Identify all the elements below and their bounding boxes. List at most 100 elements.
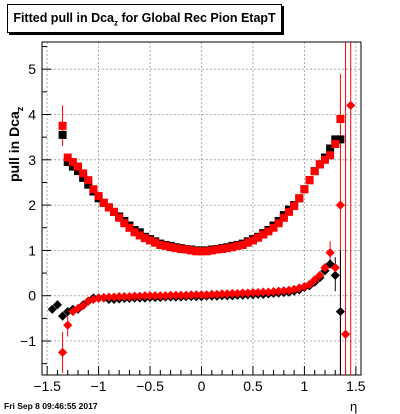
width-marker xyxy=(94,192,103,201)
width-marker xyxy=(130,228,139,237)
mean-marker xyxy=(155,291,165,301)
width-marker xyxy=(63,153,72,162)
width-marker xyxy=(79,173,88,182)
width-marker xyxy=(110,207,119,216)
x-tick-label: 0.5 xyxy=(243,378,263,394)
mean-marker xyxy=(330,263,340,273)
mean-marker xyxy=(315,270,325,280)
width-marker xyxy=(192,247,201,256)
mean-marker xyxy=(222,289,232,299)
width-marker xyxy=(223,244,232,253)
width-marker xyxy=(326,144,335,153)
mean-marker xyxy=(325,248,335,258)
x-tick-label: −0.5 xyxy=(136,378,164,394)
x-axis-label: η xyxy=(350,399,358,414)
width-marker xyxy=(290,202,299,211)
width-marker xyxy=(259,230,268,239)
mean-marker xyxy=(135,291,145,301)
width-marker xyxy=(274,219,283,228)
mean-marker xyxy=(63,306,73,317)
mean-marker xyxy=(109,292,119,302)
mean-marker xyxy=(279,286,289,296)
mean-marker xyxy=(248,287,258,298)
mean-marker xyxy=(93,293,104,304)
mean-marker xyxy=(114,292,124,302)
mean-marker xyxy=(57,347,68,357)
chart-title: Fitted pull in Dcaz for Global Rec Pion … xyxy=(8,11,281,28)
width-marker xyxy=(310,167,319,176)
width-marker xyxy=(207,246,216,255)
mean-marker xyxy=(104,292,114,302)
chart-title-box: Fitted pull in Dcaz for Global Rec Pion … xyxy=(7,4,282,33)
mean-marker xyxy=(289,284,299,294)
y-tick-label: 0 xyxy=(28,288,36,304)
width-marker xyxy=(140,234,149,243)
width-marker xyxy=(104,203,113,212)
width-marker xyxy=(218,245,227,254)
width-marker xyxy=(326,151,335,160)
mean-marker xyxy=(99,292,109,303)
width-marker xyxy=(331,139,340,148)
mean-marker xyxy=(335,306,346,317)
mean-marker xyxy=(217,289,227,299)
width-marker xyxy=(58,130,67,139)
mean-marker xyxy=(119,292,129,302)
width-marker xyxy=(228,243,237,252)
mean-marker xyxy=(47,304,57,314)
width-marker xyxy=(79,169,88,178)
mean-marker xyxy=(57,311,68,321)
width-marker xyxy=(320,155,329,164)
width-marker xyxy=(120,219,129,228)
mean-marker xyxy=(166,290,176,300)
width-marker xyxy=(300,185,309,194)
width-marker xyxy=(125,223,134,232)
mean-marker xyxy=(304,279,315,289)
width-marker xyxy=(176,245,185,254)
mean-marker xyxy=(212,289,222,299)
width-marker xyxy=(182,245,191,254)
width-marker xyxy=(243,238,252,247)
y-tick-label: 1 xyxy=(28,242,36,258)
mean-marker xyxy=(196,290,207,300)
width-marker xyxy=(74,162,83,171)
width-marker xyxy=(248,236,257,245)
width-marker xyxy=(269,223,278,232)
width-marker xyxy=(336,135,345,144)
mean-marker xyxy=(284,285,294,295)
y-tick-label: 3 xyxy=(28,152,36,168)
mean-marker xyxy=(310,275,320,285)
mean-marker xyxy=(130,291,140,301)
width-marker xyxy=(212,245,221,254)
width-marker xyxy=(264,227,273,236)
mean-marker xyxy=(186,290,196,300)
mean-marker xyxy=(78,301,88,311)
width-marker xyxy=(99,198,108,207)
x-tick-label: 1 xyxy=(301,378,309,394)
width-marker xyxy=(336,115,345,124)
width-marker xyxy=(156,240,165,249)
width-marker xyxy=(115,213,124,222)
chart-title-subscript: z xyxy=(114,18,119,28)
width-marker xyxy=(187,246,196,255)
timestamp-footer: Fri Sep 8 09:46:55 2017 xyxy=(4,401,98,411)
width-marker xyxy=(197,247,206,256)
y-tick-label: 5 xyxy=(28,61,36,77)
x-tick-label: 1.5 xyxy=(346,378,366,394)
mean-marker xyxy=(181,290,191,300)
width-marker xyxy=(233,241,242,250)
mean-marker xyxy=(63,320,73,330)
mean-marker xyxy=(274,286,284,296)
mean-marker xyxy=(73,303,83,313)
width-marker xyxy=(202,247,211,256)
mean-marker xyxy=(171,290,181,300)
mean-marker xyxy=(258,287,268,297)
width-marker xyxy=(295,194,304,203)
width-marker xyxy=(84,180,93,189)
width-marker xyxy=(68,162,77,171)
mean-marker xyxy=(88,294,99,304)
width-marker xyxy=(331,135,340,144)
chart-title-suffix: for Global Rec Pion EtapT xyxy=(118,11,276,25)
width-marker xyxy=(315,160,324,169)
width-marker xyxy=(151,238,160,247)
